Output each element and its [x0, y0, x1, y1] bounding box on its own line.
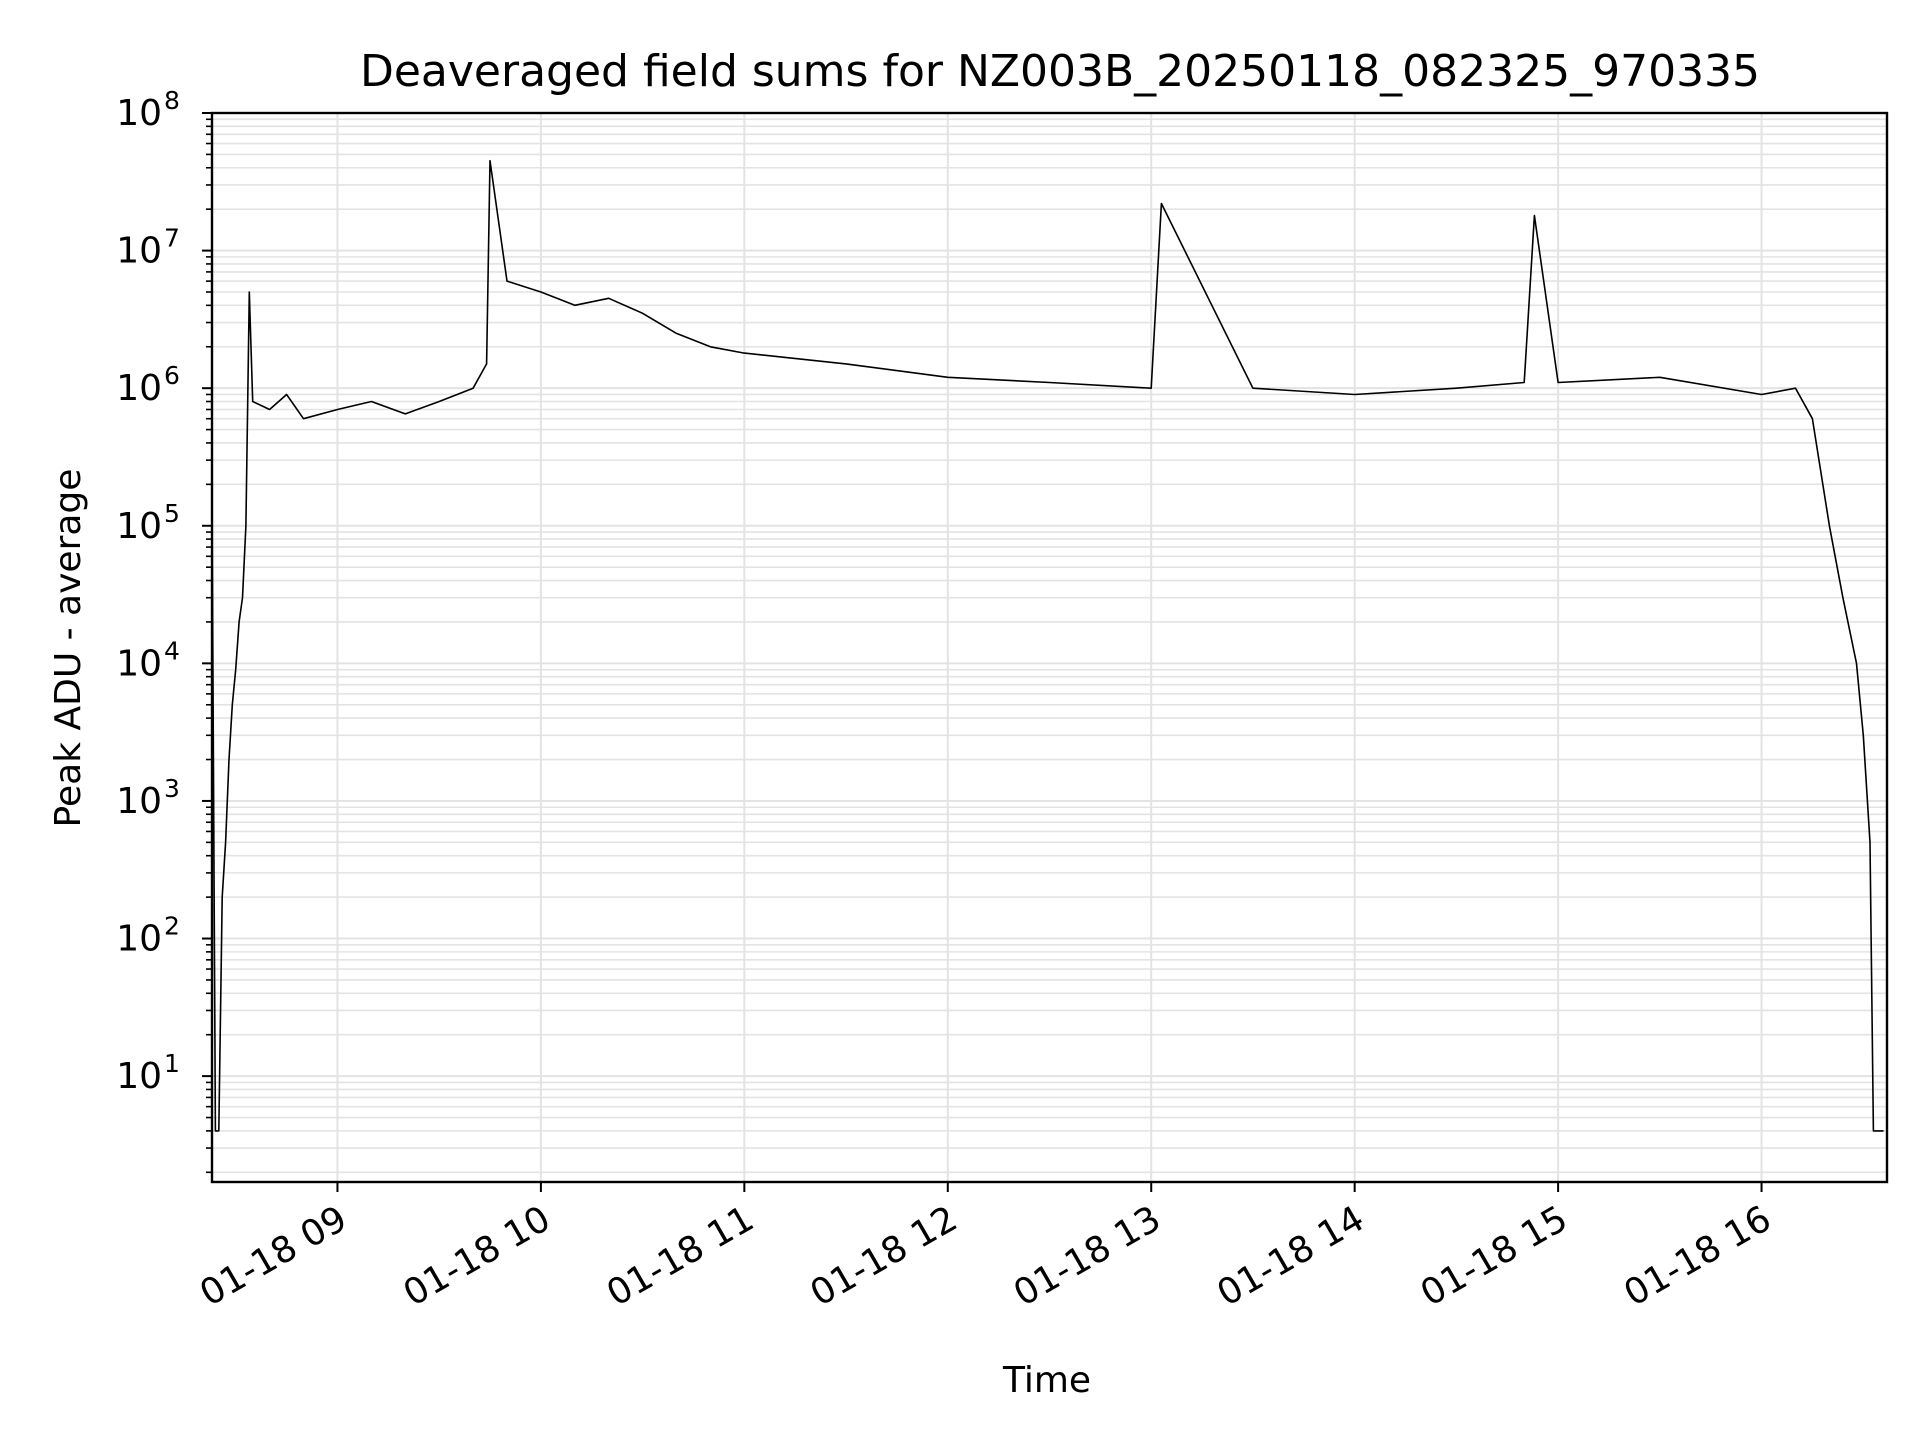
- x-tick-label: 01-18 09: [193, 1198, 354, 1314]
- x-tick-label: 01-18 13: [1007, 1198, 1168, 1314]
- y-tick-exponent: 2: [164, 912, 180, 941]
- y-tick-label: 10: [116, 368, 162, 409]
- y-tick-exponent: 8: [164, 86, 180, 115]
- plot-area-frame: [210, 111, 1889, 1184]
- x-axis: 01-18 09 01-18 10 01-18 11 01-18 12 01-18 13…: [193, 1182, 1778, 1315]
- x-tick-label: 01-18 12: [804, 1198, 965, 1314]
- y-tick-exponent: 5: [164, 499, 180, 528]
- y-tick-exponent: 3: [164, 774, 180, 803]
- grid: [212, 112, 1887, 1182]
- data-series-line: [211, 159, 1884, 1132]
- y-tick-label: 10: [116, 781, 162, 822]
- y-tick-exponent: 6: [164, 361, 180, 390]
- y-tick-exponent: 1: [164, 1049, 180, 1078]
- y-tick-label: 10: [116, 919, 162, 960]
- chart-title: Deaveraged field sums for NZ003B_2025011…: [360, 46, 1760, 97]
- x-tick-label: 01-18 15: [1414, 1198, 1575, 1314]
- y-tick-label: 10: [116, 93, 162, 134]
- y-tick-exponent: 7: [164, 224, 180, 253]
- y-axis-label: Peak ADU - average: [48, 469, 89, 828]
- x-tick-label: 01-18 10: [397, 1198, 558, 1314]
- y-tick-label: 10: [116, 231, 162, 272]
- y-tick-label: 10: [116, 643, 162, 684]
- y-tick-label: 10: [116, 1056, 162, 1097]
- x-axis-label: Time: [1002, 1360, 1091, 1401]
- x-tick-label: 01-18 11: [600, 1198, 761, 1314]
- y-tick-label: 10: [116, 506, 162, 547]
- y-tick-exponent: 4: [164, 636, 180, 665]
- x-tick-label: 01-18 14: [1210, 1198, 1371, 1314]
- x-tick-label: 01-18 16: [1617, 1198, 1778, 1314]
